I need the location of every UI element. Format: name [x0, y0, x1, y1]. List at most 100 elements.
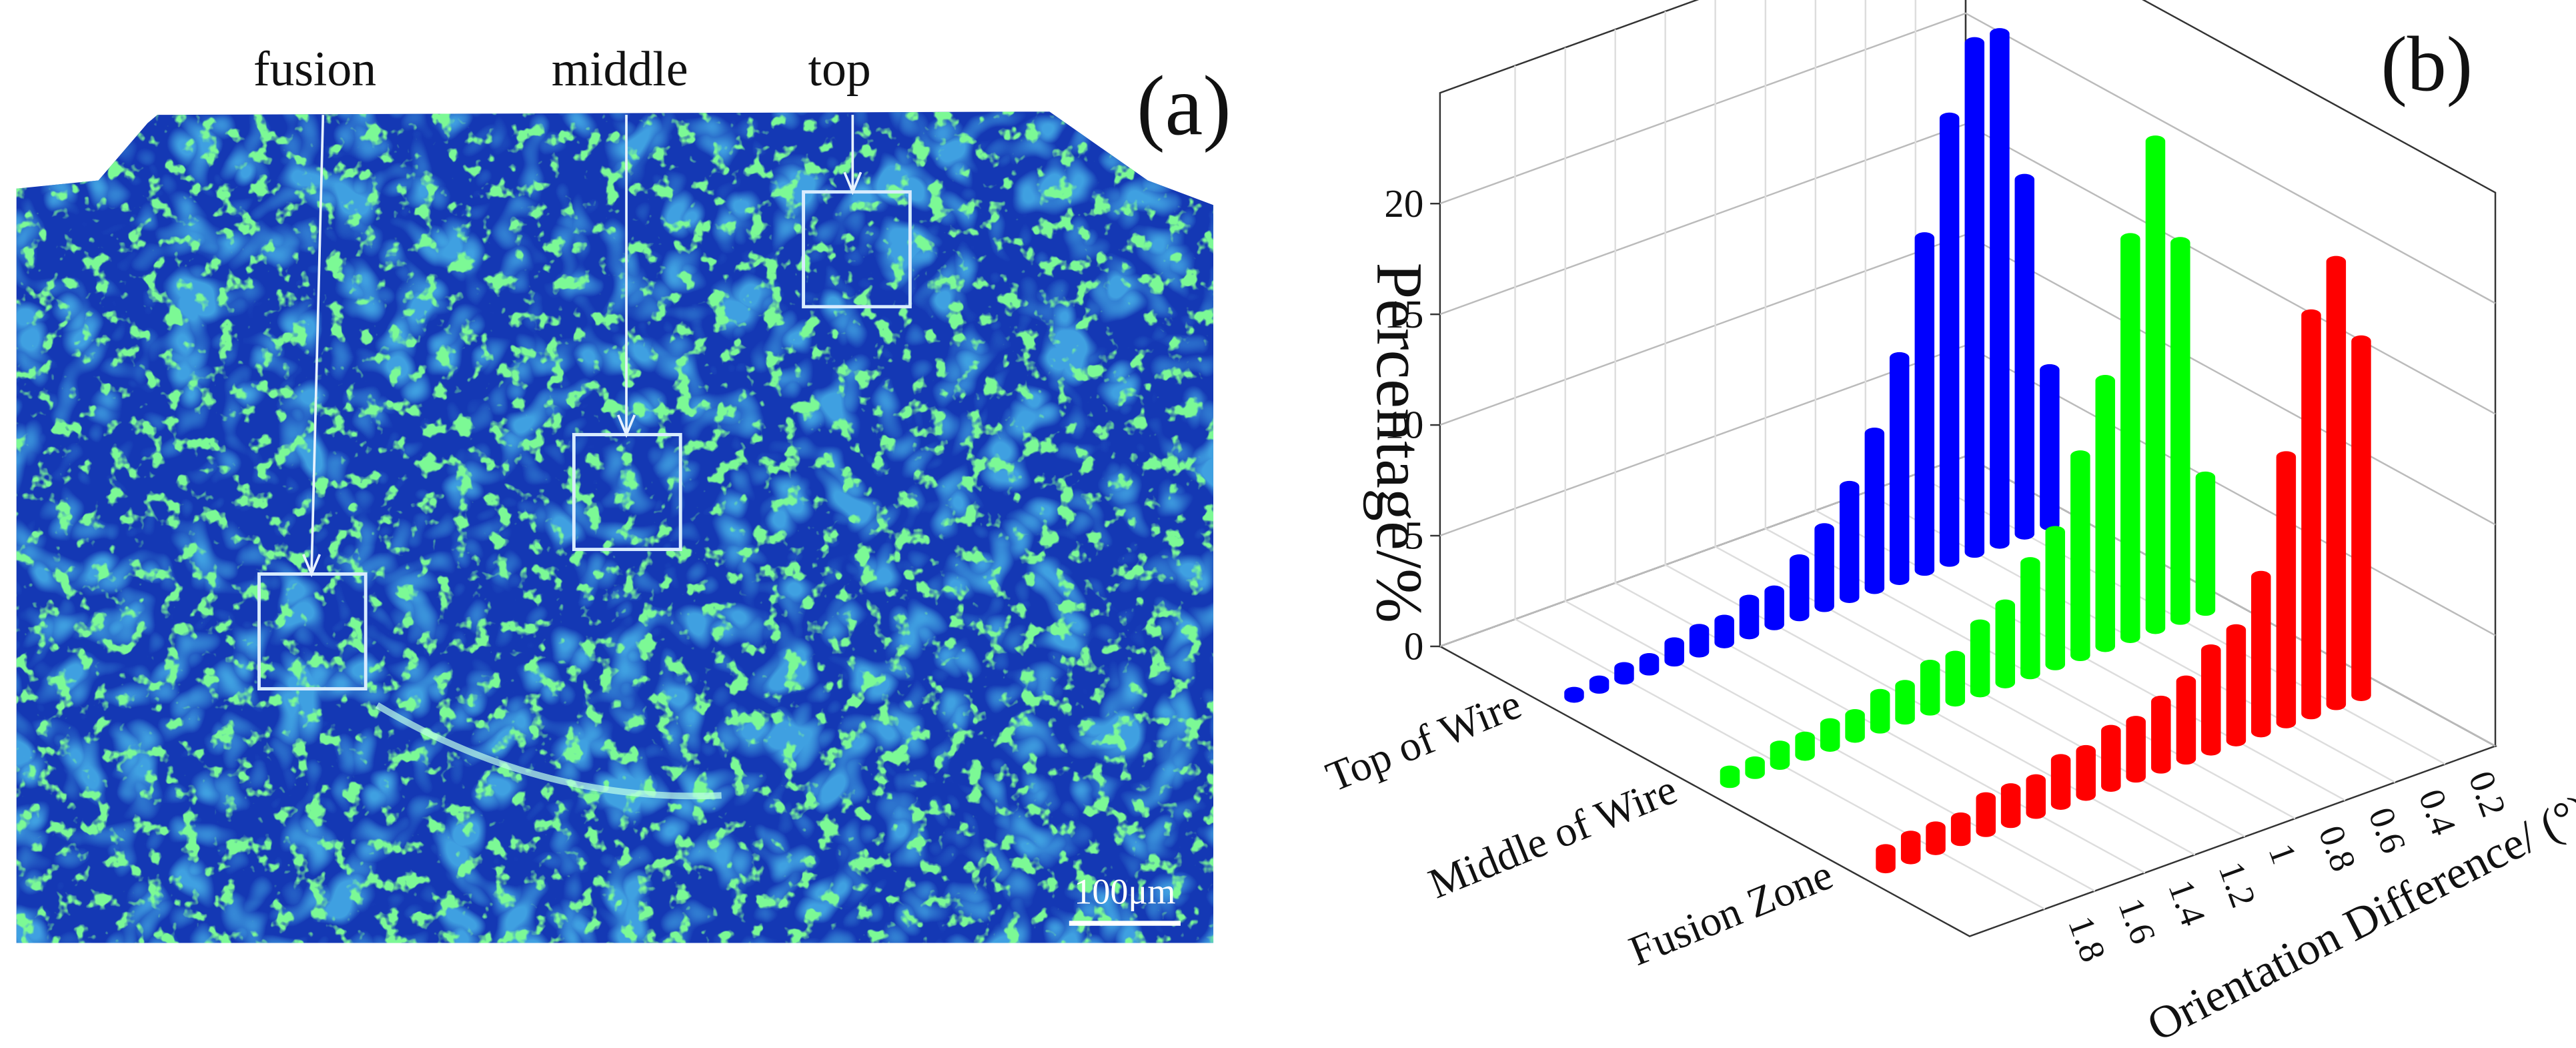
bar	[1564, 686, 1584, 703]
bar	[1789, 554, 1810, 622]
bar	[1900, 831, 1921, 865]
bar	[1795, 731, 1815, 761]
bar	[1895, 680, 1915, 725]
series-label: Fusion Zone	[1623, 851, 1840, 975]
bar	[1920, 660, 1940, 716]
bar	[1926, 821, 1946, 855]
grid-line	[1664, 11, 2196, 856]
y-tick-label: 5	[1404, 514, 1424, 558]
bar	[2000, 783, 2021, 829]
bar	[1639, 652, 1660, 676]
bar	[1976, 792, 1996, 837]
bar	[1939, 112, 1960, 567]
bar	[1614, 662, 1634, 685]
x-tick-label: 0.8	[2311, 821, 2365, 877]
bar	[2126, 716, 2146, 783]
grid-line	[1714, 0, 2246, 838]
box-top	[802, 190, 912, 309]
bar	[2101, 724, 2121, 792]
x-tick-label: 1.6	[2110, 893, 2164, 949]
bar	[1720, 765, 1740, 789]
arrow-fusion	[310, 115, 325, 571]
bar	[1689, 624, 1710, 658]
bar	[1945, 650, 1966, 707]
bar	[1870, 688, 1890, 734]
bar	[1839, 480, 1860, 603]
bar	[1964, 37, 1985, 558]
arrow-head	[843, 171, 862, 195]
fusion-line	[375, 702, 722, 800]
bar	[2276, 451, 2297, 728]
grid-line	[1564, 47, 2096, 892]
bar	[2014, 173, 2035, 540]
bar	[2076, 744, 2096, 801]
y-tick-label: 20	[1384, 181, 1423, 225]
x-tick-label: 1.8	[2060, 911, 2114, 967]
bar	[2026, 774, 2046, 819]
x-tick-label: 0.4	[2411, 784, 2465, 840]
micrograph	[16, 111, 1214, 943]
bar	[1814, 523, 1834, 612]
y-tick-label: 0	[1404, 624, 1424, 668]
bar	[1714, 614, 1734, 648]
grid-line	[1514, 65, 2046, 910]
bar	[1990, 28, 2010, 549]
bar	[2145, 135, 2166, 634]
micrograph-grains	[16, 111, 1214, 943]
bar	[2020, 557, 2040, 680]
bar	[2176, 675, 2196, 765]
bar	[1770, 740, 1790, 770]
bar	[1664, 637, 1684, 667]
bar	[1889, 352, 1910, 585]
bar	[2040, 364, 2060, 531]
bar	[2070, 450, 2090, 662]
bar	[2151, 695, 2171, 774]
series-label: Top of Wire	[1319, 680, 1527, 801]
bar	[1845, 709, 1865, 743]
bar	[1589, 675, 1609, 694]
y-axis-title: Percentage/%	[1363, 263, 1435, 624]
bar	[2095, 375, 2115, 652]
x-tick-label: 1.4	[2160, 875, 2214, 931]
bar	[2170, 237, 2190, 625]
x-tick-label: 1.2	[2211, 857, 2265, 913]
bar	[1764, 585, 1784, 630]
arrow-head	[302, 554, 321, 578]
bar	[1820, 718, 1840, 752]
bar	[2251, 570, 2271, 738]
bar	[1914, 232, 1935, 576]
bar	[2045, 526, 2065, 670]
annotation: middle	[552, 41, 688, 96]
bar	[2326, 255, 2347, 710]
bar	[2195, 471, 2216, 616]
grid-line	[1764, 0, 2296, 820]
bar	[1995, 599, 2016, 688]
bar	[1864, 427, 1885, 594]
bar	[1876, 844, 1896, 874]
bar	[1745, 756, 1765, 779]
bar	[1739, 594, 1760, 640]
bar	[2050, 754, 2071, 810]
scale-bar-label: 100μm	[1074, 872, 1175, 912]
y-tick-label: 15	[1384, 292, 1423, 336]
annotation: fusion	[253, 41, 376, 96]
x-tick-label: 0.6	[2361, 803, 2414, 859]
panel-label: (a)	[1137, 59, 1231, 153]
bar	[1950, 812, 1971, 847]
series-label: Middle of Wire	[1422, 765, 1684, 907]
bar	[2351, 335, 2371, 701]
arrow-head	[617, 414, 636, 438]
bar	[2120, 233, 2140, 643]
bar	[2201, 644, 2221, 756]
x-tick-label: 1	[2261, 839, 2305, 869]
chart-3d: 0 5 10 15 20 0.20.40.60.811.21.41.61.8 Top of …	[1319, 0, 2576, 1048]
panel-label: (b)	[2381, 20, 2473, 107]
arrows	[302, 115, 862, 578]
annotation: top	[808, 41, 871, 96]
bar	[1970, 619, 1990, 698]
y-tick-label: 10	[1384, 403, 1423, 447]
grid-line	[1614, 29, 2146, 874]
x-tick-label: 0.2	[2461, 766, 2515, 822]
